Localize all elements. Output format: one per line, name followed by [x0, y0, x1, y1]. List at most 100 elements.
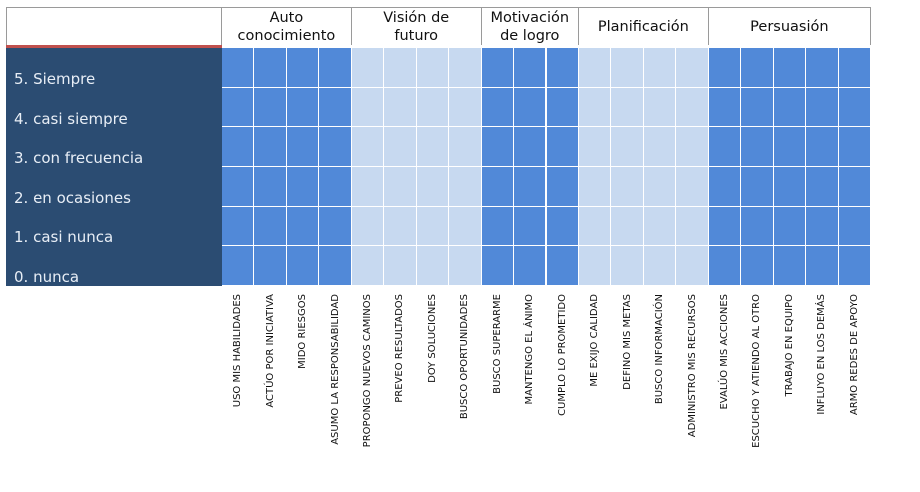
grid-cell[interactable] — [643, 246, 677, 286]
grid-cell[interactable] — [708, 127, 742, 167]
grid-cell[interactable] — [546, 87, 579, 128]
grid-cell[interactable] — [676, 246, 709, 286]
grid-cell[interactable] — [319, 167, 352, 207]
grid-cell[interactable] — [708, 167, 742, 207]
grid-cell[interactable] — [351, 48, 385, 88]
grid-cell[interactable] — [384, 87, 417, 128]
grid-cell[interactable] — [384, 48, 417, 88]
grid-cell[interactable] — [806, 48, 839, 88]
grid-cell[interactable] — [222, 167, 255, 207]
grid-cell[interactable] — [481, 167, 515, 207]
grid-cell[interactable] — [741, 167, 774, 207]
grid-cell[interactable] — [838, 206, 871, 247]
grid-cell[interactable] — [773, 246, 807, 286]
grid-cell[interactable] — [806, 127, 839, 167]
grid-cell[interactable] — [773, 48, 807, 88]
grid-cell[interactable] — [222, 48, 255, 88]
grid-cell[interactable] — [384, 127, 417, 167]
grid-cell[interactable] — [578, 167, 612, 207]
grid-cell[interactable] — [222, 206, 255, 247]
grid-cell[interactable] — [838, 87, 871, 128]
grid-cell[interactable] — [708, 87, 742, 128]
grid-cell[interactable] — [773, 87, 807, 128]
grid-cell[interactable] — [351, 206, 385, 247]
grid-cell[interactable] — [351, 87, 385, 128]
grid-cell[interactable] — [222, 87, 255, 128]
grid-cell[interactable] — [578, 206, 612, 247]
grid-cell[interactable] — [254, 127, 287, 167]
grid-cell[interactable] — [449, 127, 482, 167]
grid-cell[interactable] — [416, 206, 450, 247]
grid-cell[interactable] — [741, 246, 774, 286]
grid-cell[interactable] — [838, 167, 871, 207]
grid-cell[interactable] — [319, 206, 352, 247]
grid-cell[interactable] — [773, 167, 807, 207]
grid-cell[interactable] — [676, 48, 709, 88]
grid-cell[interactable] — [286, 167, 320, 207]
grid-cell[interactable] — [384, 206, 417, 247]
grid-cell[interactable] — [514, 48, 547, 88]
grid-cell[interactable] — [319, 127, 352, 167]
grid-cell[interactable] — [611, 246, 644, 286]
grid-cell[interactable] — [449, 246, 482, 286]
grid-cell[interactable] — [611, 87, 644, 128]
grid-cell[interactable] — [481, 206, 515, 247]
grid-cell[interactable] — [514, 167, 547, 207]
grid-cell[interactable] — [838, 127, 871, 167]
grid-cell[interactable] — [351, 127, 385, 167]
grid-cell[interactable] — [806, 246, 839, 286]
grid-cell[interactable] — [286, 87, 320, 128]
grid-cell[interactable] — [514, 87, 547, 128]
grid-cell[interactable] — [286, 206, 320, 247]
grid-cell[interactable] — [416, 87, 450, 128]
grid-cell[interactable] — [351, 167, 385, 207]
grid-cell[interactable] — [643, 206, 677, 247]
grid-cell[interactable] — [741, 127, 774, 167]
grid-cell[interactable] — [254, 206, 287, 247]
grid-cell[interactable] — [254, 48, 287, 88]
grid-cell[interactable] — [676, 127, 709, 167]
grid-cell[interactable] — [773, 127, 807, 167]
grid-cell[interactable] — [254, 87, 287, 128]
grid-cell[interactable] — [254, 246, 287, 286]
grid-cell[interactable] — [611, 127, 644, 167]
grid-cell[interactable] — [514, 127, 547, 167]
grid-cell[interactable] — [222, 127, 255, 167]
grid-cell[interactable] — [741, 87, 774, 128]
grid-cell[interactable] — [319, 246, 352, 286]
grid-cell[interactable] — [643, 167, 677, 207]
grid-cell[interactable] — [416, 127, 450, 167]
grid-cell[interactable] — [546, 127, 579, 167]
grid-cell[interactable] — [384, 246, 417, 286]
grid-cell[interactable] — [449, 48, 482, 88]
grid-cell[interactable] — [449, 167, 482, 207]
grid-cell[interactable] — [643, 48, 677, 88]
grid-cell[interactable] — [254, 167, 287, 207]
grid-cell[interactable] — [708, 246, 742, 286]
grid-cell[interactable] — [286, 246, 320, 286]
grid-cell[interactable] — [514, 246, 547, 286]
grid-cell[interactable] — [416, 246, 450, 286]
grid-cell[interactable] — [286, 127, 320, 167]
grid-cell[interactable] — [319, 87, 352, 128]
grid-cell[interactable] — [481, 87, 515, 128]
grid-cell[interactable] — [384, 167, 417, 207]
grid-cell[interactable] — [546, 206, 579, 247]
grid-cell[interactable] — [838, 246, 871, 286]
grid-cell[interactable] — [611, 167, 644, 207]
grid-cell[interactable] — [546, 48, 579, 88]
grid-cell[interactable] — [611, 206, 644, 247]
grid-cell[interactable] — [578, 246, 612, 286]
grid-cell[interactable] — [222, 246, 255, 286]
grid-cell[interactable] — [708, 48, 742, 88]
grid-cell[interactable] — [676, 87, 709, 128]
grid-cell[interactable] — [773, 206, 807, 247]
grid-cell[interactable] — [514, 206, 547, 247]
grid-cell[interactable] — [741, 48, 774, 88]
grid-cell[interactable] — [806, 167, 839, 207]
grid-cell[interactable] — [481, 127, 515, 167]
grid-cell[interactable] — [578, 48, 612, 88]
grid-cell[interactable] — [676, 167, 709, 207]
grid-cell[interactable] — [319, 48, 352, 88]
grid-cell[interactable] — [578, 127, 612, 167]
